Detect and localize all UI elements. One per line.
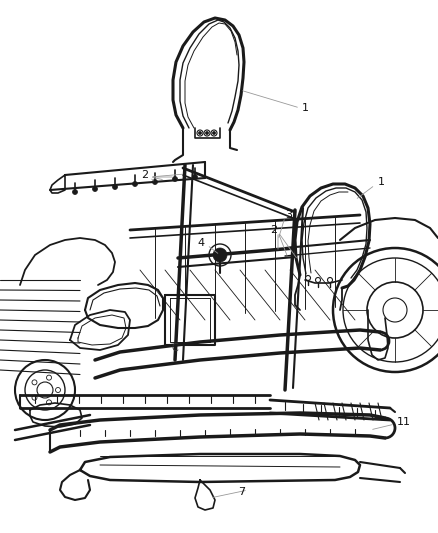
Text: 2: 2 (141, 170, 148, 180)
Text: 7: 7 (238, 487, 245, 497)
Circle shape (73, 190, 78, 195)
Text: 2: 2 (270, 225, 277, 235)
Text: 1: 1 (378, 177, 385, 187)
Circle shape (198, 132, 201, 134)
Circle shape (92, 187, 98, 191)
Circle shape (152, 180, 158, 184)
Circle shape (173, 176, 177, 182)
Text: 11: 11 (397, 417, 411, 427)
Circle shape (192, 174, 198, 180)
Text: C: C (172, 343, 179, 353)
Circle shape (133, 182, 138, 187)
Text: 1: 1 (302, 103, 309, 113)
Circle shape (113, 184, 117, 190)
Circle shape (205, 132, 208, 134)
Circle shape (212, 132, 215, 134)
Text: 4: 4 (198, 238, 205, 248)
Circle shape (213, 248, 227, 262)
Text: 3: 3 (285, 210, 292, 220)
